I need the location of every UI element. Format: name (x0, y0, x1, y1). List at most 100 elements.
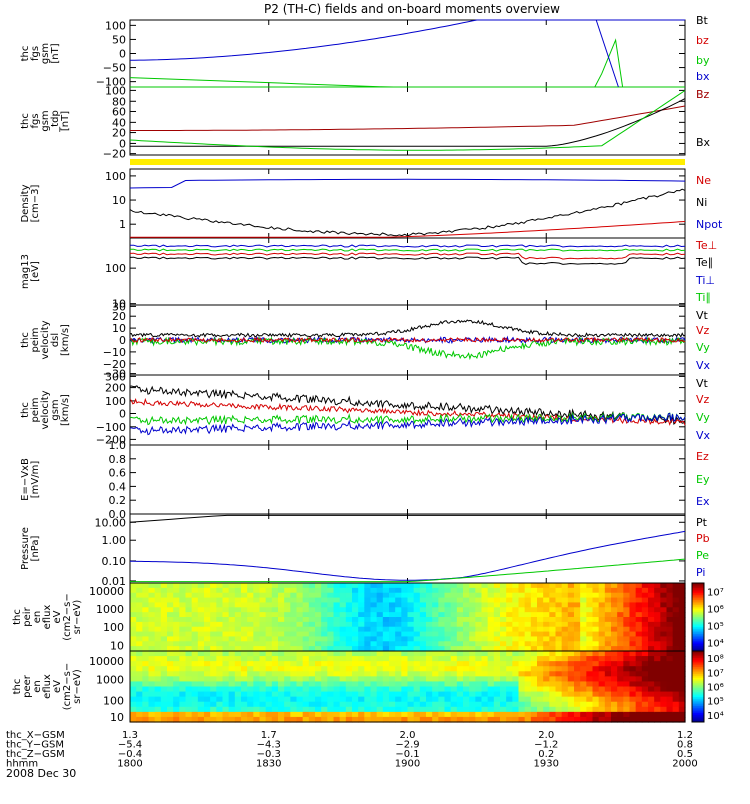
heatmap-cell-peir (444, 587, 452, 594)
colorbar-segment (692, 675, 704, 679)
heatmap-cell-peer (567, 691, 575, 698)
y-tick-label: 80 (112, 95, 126, 108)
heatmap-cell-peir (370, 641, 378, 647)
colorbar-segment (692, 600, 704, 603)
heatmap-cell-peer (308, 711, 316, 718)
colorbar-segment (692, 628, 704, 632)
heatmap-cell-peer (352, 681, 359, 688)
heatmap-cell-peir (678, 583, 686, 589)
heatmap-cell-peir (530, 597, 538, 604)
heatmap-cell-peer (284, 691, 291, 698)
heatmap-cell-peer (518, 666, 526, 672)
heatmap-cell-peir (222, 587, 230, 594)
heatmap-cell-peer (352, 651, 359, 657)
heatmap-cell-peir (604, 617, 612, 623)
legend-entry: Ne (696, 174, 711, 187)
heatmap-cell-peir (265, 587, 273, 594)
heatmap-cell-peer (253, 651, 261, 657)
heatmap-cell-peer (216, 701, 224, 708)
heatmap-cell-peir (518, 641, 526, 647)
heatmap-cell-peir (524, 607, 532, 613)
heatmap-cell-peer (598, 696, 606, 703)
heatmap-cell-peir (154, 587, 162, 594)
heatmap-cell-peer (567, 706, 575, 713)
heatmap-cell-peir (598, 597, 606, 604)
heatmap-cell-peer (290, 651, 298, 657)
heatmap-cell-peer (672, 681, 680, 688)
ephemeris-value: 0.5 (677, 749, 693, 760)
heatmap-cell-peer (623, 666, 631, 672)
heatmap-cell-peer (210, 676, 217, 683)
heatmap-cell-peer (481, 696, 489, 703)
heatmap-cell-peer (419, 651, 427, 657)
heatmap-cell-peer (574, 696, 581, 703)
heatmap-cell-peer (407, 656, 415, 662)
heatmap-cell-peir (586, 631, 594, 638)
heatmap-cell-peer (327, 651, 335, 657)
heatmap-cell-peer (586, 696, 594, 703)
heatmap-cell-peir (234, 626, 242, 633)
heatmap-cell-peir (500, 636, 507, 642)
heatmap-cell-peir (549, 626, 557, 633)
heatmap-cell-peir (241, 636, 248, 642)
heatmap-cell-peer (444, 711, 452, 718)
heatmap-cell-peer (179, 676, 187, 683)
heatmap-cell-peir (456, 636, 464, 642)
heatmap-cell-peer (296, 706, 304, 713)
heatmap-cell-peir (216, 626, 224, 633)
heatmap-cell-peir (296, 641, 304, 647)
heatmap-cell-peer (407, 711, 415, 718)
heatmap-cell-peer (500, 651, 507, 657)
heatmap-cell-peer (253, 696, 261, 703)
ephemeris-value: −4.3 (257, 740, 281, 751)
heatmap-cell-peer (666, 681, 674, 688)
heatmap-cell-peer (265, 676, 273, 683)
heatmap-cell-peir (561, 583, 569, 589)
heatmap-cell-peir (481, 597, 489, 604)
heatmap-cell-peer (234, 691, 242, 698)
heatmap-cell-peer (389, 691, 396, 698)
heatmap-cell-peer (506, 661, 513, 667)
heatmap-cell-peer (160, 686, 168, 693)
heatmap-cell-peer (419, 706, 427, 713)
heatmap-cell-peir (160, 641, 168, 647)
heatmap-cell-peer (327, 656, 335, 662)
heatmap-cell-peer (154, 681, 162, 688)
heatmap-cell-peer (339, 701, 347, 708)
heatmap-cell-peir (450, 621, 458, 628)
ephemeris-value: 0.8 (677, 740, 693, 751)
heatmap-cell-peir (302, 597, 310, 604)
heatmap-cell-peer (382, 701, 390, 708)
heatmap-cell-peir (352, 617, 359, 623)
heatmap-cell-peir (222, 626, 230, 633)
heatmap-cell-peer (234, 686, 242, 693)
heatmap-cell-peer (130, 666, 137, 672)
heatmap-cell-peer (549, 716, 557, 723)
y-axis-label: thc (20, 113, 31, 129)
heatmap-cell-peir (370, 597, 378, 604)
heatmap-cell-peir (210, 636, 217, 642)
ephemeris-value: −5.4 (118, 740, 142, 751)
heatmap-cell-peir (308, 612, 316, 618)
heatmap-cell-peir (611, 621, 618, 628)
heatmap-cell-peer (469, 706, 476, 713)
colorbar-segment (692, 586, 704, 589)
heatmap-cell-peir (543, 587, 550, 594)
heatmap-cell-peer (678, 651, 686, 657)
heatmap-cell-peer (586, 691, 594, 698)
heatmap-cell-peer (191, 716, 199, 723)
heatmap-cell-peer (401, 686, 409, 693)
legend-entry: Ni (696, 196, 707, 209)
heatmap-cell-peer (629, 686, 637, 693)
heatmap-cell-peir (142, 597, 150, 604)
heatmap-cell-peir (617, 617, 624, 623)
heatmap-cell-peer (364, 691, 372, 698)
heatmap-cell-peer (549, 676, 557, 683)
heatmap-cell-peir (635, 617, 643, 623)
heatmap-cell-peir (302, 621, 310, 628)
heatmap-cell-peer (130, 676, 137, 683)
heatmap-cell-peer (148, 656, 156, 662)
series-vt-gsm (129, 385, 686, 425)
heatmap-cell-peer (654, 706, 661, 713)
heatmap-cell-peer (660, 651, 668, 657)
